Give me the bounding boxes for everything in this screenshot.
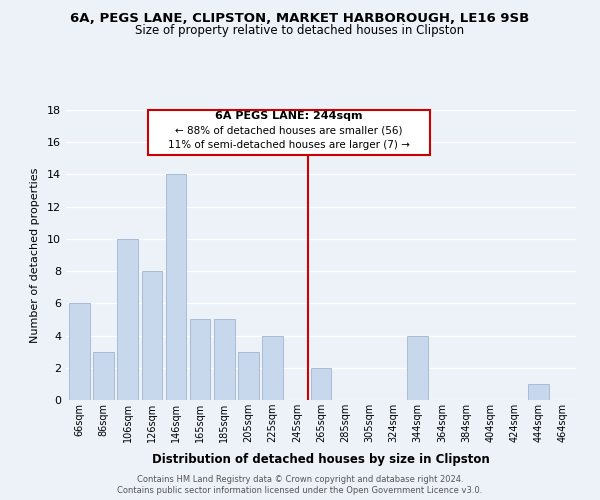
FancyBboxPatch shape [148, 110, 430, 155]
Bar [311, 368, 331, 400]
Bar [166, 174, 186, 400]
Bar [142, 271, 162, 400]
Bar [190, 320, 211, 400]
Text: Contains public sector information licensed under the Open Government Licence v3: Contains public sector information licen… [118, 486, 482, 495]
Bar [262, 336, 283, 400]
Bar [93, 352, 114, 400]
Bar [528, 384, 549, 400]
Bar [238, 352, 259, 400]
Text: Contains HM Land Registry data © Crown copyright and database right 2024.: Contains HM Land Registry data © Crown c… [137, 475, 463, 484]
Bar [118, 239, 138, 400]
Text: 6A, PEGS LANE, CLIPSTON, MARKET HARBOROUGH, LE16 9SB: 6A, PEGS LANE, CLIPSTON, MARKET HARBOROU… [70, 12, 530, 26]
Bar [69, 304, 89, 400]
Text: Size of property relative to detached houses in Clipston: Size of property relative to detached ho… [136, 24, 464, 37]
Y-axis label: Number of detached properties: Number of detached properties [30, 168, 40, 342]
Bar [407, 336, 428, 400]
X-axis label: Distribution of detached houses by size in Clipston: Distribution of detached houses by size … [152, 454, 490, 466]
Bar [214, 320, 235, 400]
Text: 6A PEGS LANE: 244sqm: 6A PEGS LANE: 244sqm [215, 112, 363, 122]
Text: 11% of semi-detached houses are larger (7) →: 11% of semi-detached houses are larger (… [168, 140, 410, 150]
Text: ← 88% of detached houses are smaller (56): ← 88% of detached houses are smaller (56… [175, 125, 403, 135]
